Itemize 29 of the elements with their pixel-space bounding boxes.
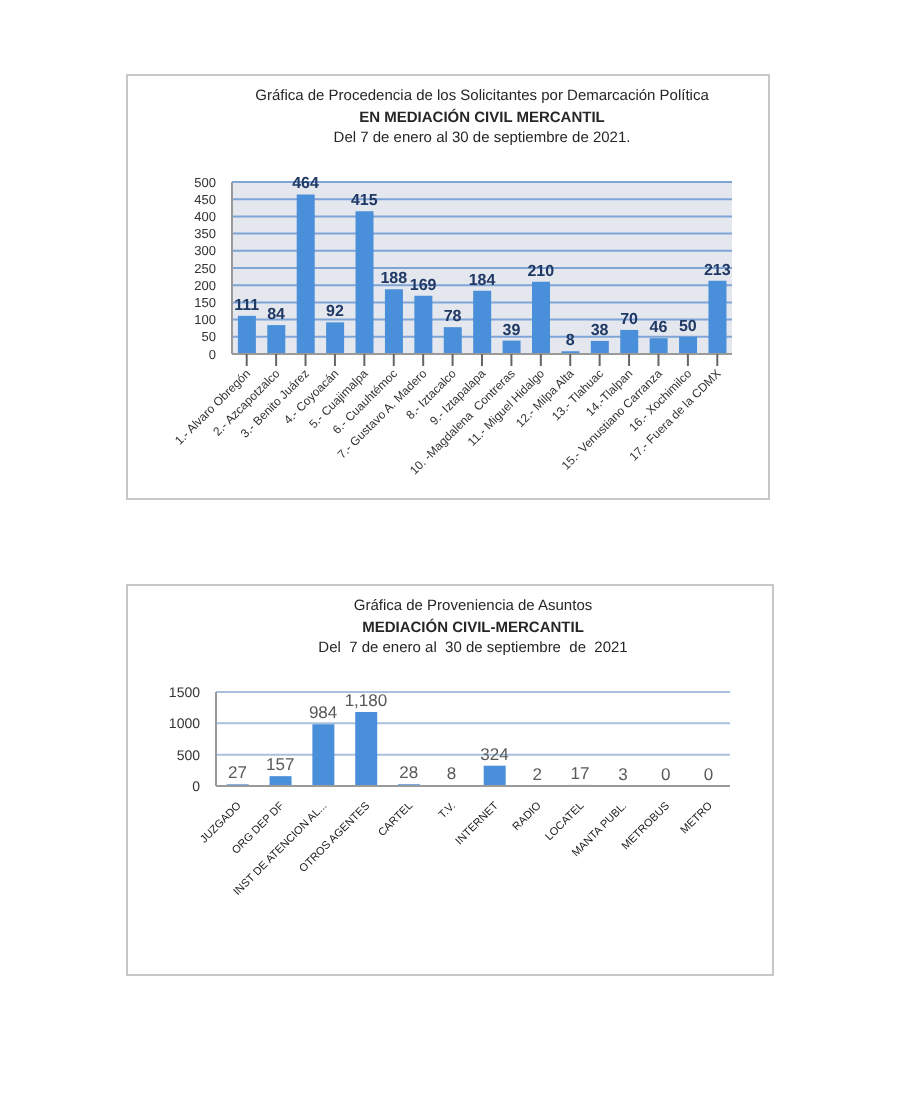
data-label: 157 — [266, 754, 295, 775]
data-label: 464 — [292, 174, 320, 193]
data-label: 39 — [502, 320, 522, 339]
data-label: 27 — [227, 762, 248, 783]
data-label: 17 — [570, 762, 591, 783]
data-label: 92 — [326, 302, 345, 321]
data-label: 28 — [399, 762, 419, 783]
data-label: 1,180 — [344, 690, 388, 711]
data-label: 213 — [703, 260, 732, 279]
data-label: 38 — [590, 320, 610, 339]
data-label: 8 — [446, 763, 457, 784]
data-label: 984 — [308, 702, 338, 723]
data-label: 188 — [380, 269, 409, 288]
data-label: 210 — [527, 261, 556, 280]
data-label: 111 — [234, 295, 261, 314]
data-label: 46 — [649, 318, 669, 337]
data-label: 50 — [678, 316, 698, 335]
data-label: 415 — [350, 191, 379, 210]
data-label: 0 — [703, 764, 714, 784]
data-label: 70 — [620, 309, 640, 328]
data-label: 169 — [409, 275, 438, 294]
data-label: 2 — [532, 763, 543, 784]
data-label: 8 — [565, 331, 576, 350]
data-label: 0 — [661, 764, 672, 784]
data-label: 324 — [480, 743, 510, 764]
data-label: 3 — [618, 763, 629, 784]
data-label: 78 — [443, 307, 463, 326]
data-label: 184 — [468, 270, 497, 289]
data-label: 84 — [267, 305, 287, 324]
